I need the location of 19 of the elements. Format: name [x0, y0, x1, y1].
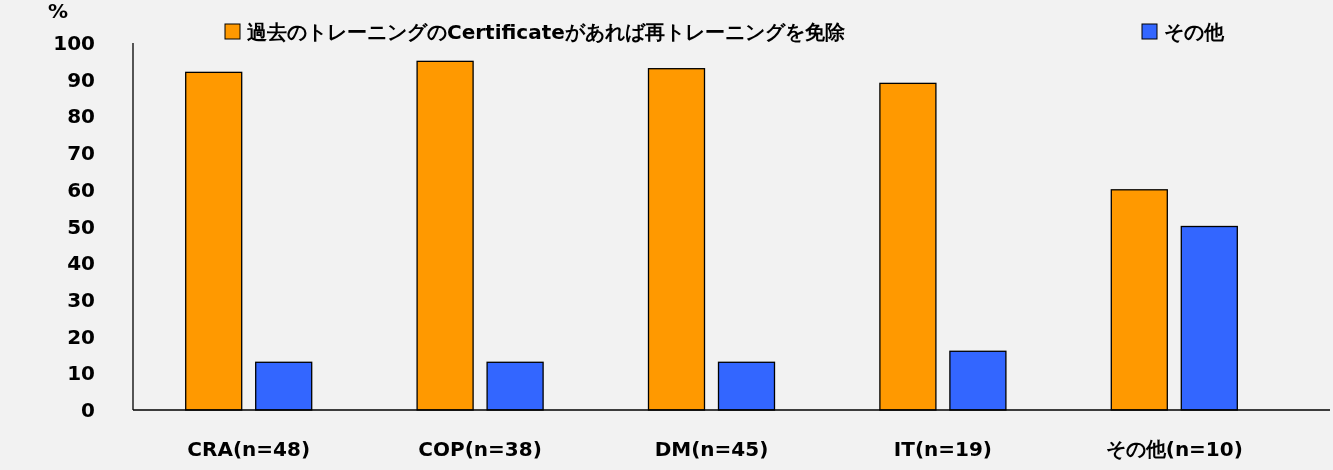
y-tick-label: 90: [67, 67, 95, 92]
x-tick-label: DM(n=45): [654, 437, 769, 461]
legend-label: その他: [1164, 20, 1225, 44]
y-tick-label: 0: [81, 398, 95, 422]
y-axis-title: %: [47, 0, 69, 23]
x-tick-label: CRA(n=48): [187, 437, 311, 461]
y-tick-label: 20: [67, 324, 95, 349]
y-tick-label: 80: [67, 104, 95, 129]
y-tick-label: 50: [67, 214, 95, 239]
legend-label: 過去のトレーニングのCertificateがあれば再トレーニングを免除: [246, 20, 846, 44]
y-tick-label: 70: [67, 141, 95, 166]
x-tick-label: IT(n=19): [893, 437, 992, 461]
y-tick-label: 10: [67, 361, 95, 386]
x-tick-label: COP(n=38): [418, 437, 542, 461]
y-tick-label: 60: [67, 177, 95, 202]
y-tick-label: 40: [67, 251, 95, 276]
y-tick-label: 100: [53, 31, 95, 55]
x-tick-label: その他(n=10): [1105, 437, 1243, 461]
y-tick-label: 30: [67, 287, 95, 312]
